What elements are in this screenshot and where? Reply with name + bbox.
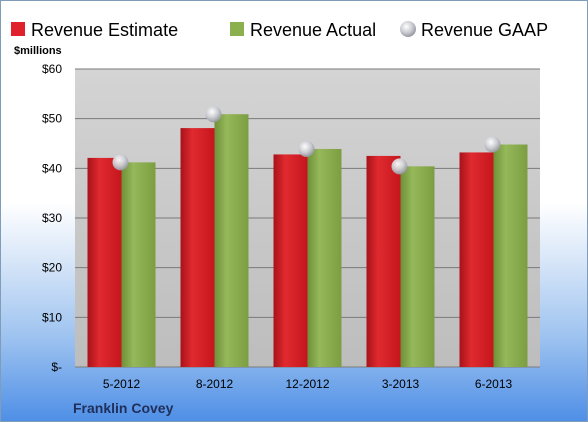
bars xyxy=(87,114,528,368)
y-tick-label: $40 xyxy=(42,161,62,175)
bar-revenue-actual xyxy=(307,148,342,367)
y-tick-label: $50 xyxy=(42,112,62,126)
x-tick-label: 12-2012 xyxy=(285,377,329,391)
gaap-markers xyxy=(112,106,501,175)
bar-revenue-actual xyxy=(493,144,528,367)
bar-revenue-estimate xyxy=(180,128,215,367)
legend-swatch xyxy=(400,21,416,37)
bar-revenue-estimate xyxy=(87,157,122,367)
legend-swatch xyxy=(230,22,244,36)
company-name: Franklin Covey xyxy=(73,400,174,416)
bar-revenue-estimate xyxy=(273,154,308,367)
y-tick-label: $20 xyxy=(42,261,62,275)
x-tick-label: 3-2013 xyxy=(382,377,420,391)
legend-label: Revenue Estimate xyxy=(31,20,178,40)
marker-revenue-gaap xyxy=(484,136,501,153)
marker-revenue-gaap xyxy=(205,106,222,123)
y-tick-label: $- xyxy=(51,360,62,374)
bar-revenue-estimate xyxy=(366,155,401,367)
x-tick-label: 6-2013 xyxy=(475,377,513,391)
legend-label: Revenue GAAP xyxy=(421,20,548,40)
y-tick-label: $10 xyxy=(42,310,62,324)
y-axis-ticks: $- $10 $20 $30 $40 $50 $60 xyxy=(42,62,62,374)
marker-revenue-gaap xyxy=(112,154,129,171)
x-axis-ticks: 5-2012 8-2012 12-2012 3-2013 6-2013 xyxy=(103,377,513,391)
legend-swatch xyxy=(11,22,25,36)
bar-revenue-actual xyxy=(121,162,156,367)
marker-revenue-gaap xyxy=(298,140,315,157)
marker-revenue-gaap xyxy=(391,158,408,175)
x-tick-label: 5-2012 xyxy=(103,377,141,391)
y-tick-label: $30 xyxy=(42,211,62,225)
chart-legend: Revenue Estimate Revenue Actual Revenue GA… xyxy=(11,20,548,40)
bar-revenue-actual xyxy=(400,166,435,367)
legend-label: Revenue Actual xyxy=(250,20,376,40)
y-axis-unit-label: $millions xyxy=(14,45,62,57)
bar-revenue-actual xyxy=(214,114,249,368)
y-tick-label: $60 xyxy=(42,62,62,76)
bar-revenue-estimate xyxy=(459,152,494,367)
x-tick-label: 8-2012 xyxy=(196,377,234,391)
